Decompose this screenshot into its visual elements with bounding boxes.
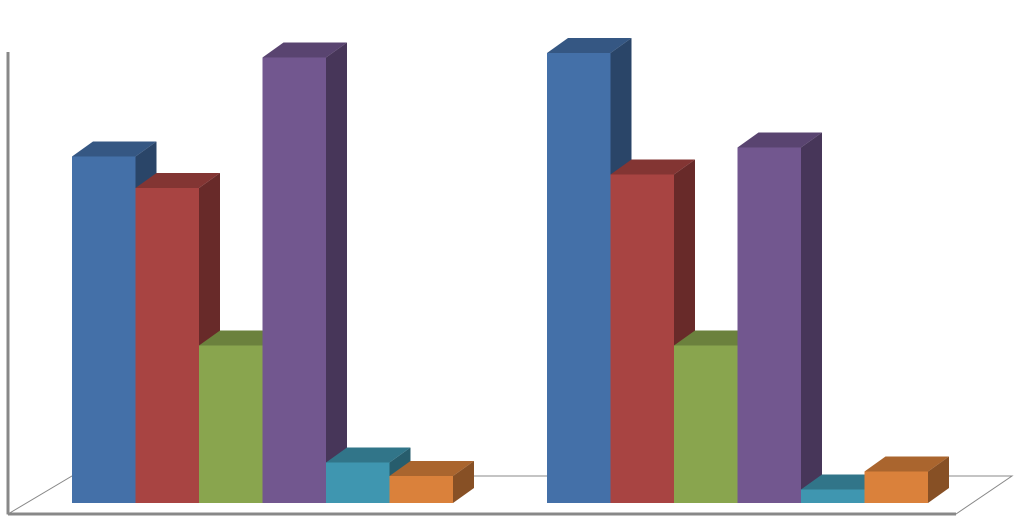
bar-top [326, 447, 411, 463]
bar-front [737, 147, 801, 503]
bar-front [326, 462, 390, 503]
bar-front [801, 489, 865, 503]
bar-front [674, 345, 738, 503]
bar-g1-s6 [389, 461, 474, 503]
bar-front [135, 188, 199, 503]
bar-side [928, 456, 949, 503]
bar-side [453, 461, 474, 503]
chart-bars [72, 38, 949, 503]
bar-top [737, 132, 822, 148]
bar-front [72, 156, 136, 503]
bar-front [262, 57, 326, 503]
bar-top [199, 330, 284, 346]
bar-g1-s4 [262, 42, 347, 503]
bar-front [389, 476, 453, 503]
bar-top [262, 42, 347, 58]
bar-front [547, 53, 611, 503]
bar-top [674, 330, 759, 346]
bar-g2-s6 [864, 456, 949, 503]
bar-side [326, 42, 347, 503]
bar-top [864, 456, 949, 472]
bar-side [801, 132, 822, 503]
bar-top [547, 38, 632, 53]
bar-front [864, 471, 928, 503]
bar-top [389, 461, 474, 476]
bar-top [135, 173, 220, 188]
bar-top [72, 141, 157, 157]
bar-front [610, 174, 674, 503]
bar-g2-s4 [737, 132, 822, 503]
bar-top [801, 474, 886, 490]
bar-top [610, 159, 695, 175]
bar-front [199, 345, 263, 503]
